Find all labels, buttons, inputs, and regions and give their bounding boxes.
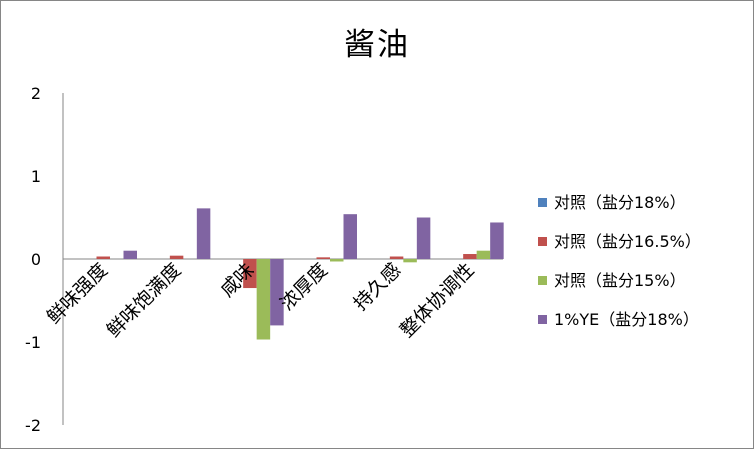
bar — [316, 257, 330, 259]
bar — [196, 208, 211, 259]
legend-swatch — [538, 198, 547, 207]
bar — [343, 214, 357, 259]
y-tick-label: 1 — [31, 167, 41, 186]
bar — [123, 250, 137, 259]
legend-label: 对照（盐分16.5%） — [554, 232, 701, 251]
legend-label: 1%YE（盐分18%） — [554, 310, 699, 329]
y-tick-label: -2 — [25, 416, 41, 435]
bar — [256, 259, 271, 340]
bar — [243, 259, 257, 289]
bar — [476, 250, 491, 259]
legend-label: 对照（盐分18%） — [554, 193, 686, 212]
bar — [389, 256, 404, 259]
bar — [403, 259, 417, 263]
bar — [490, 222, 504, 259]
bar — [416, 217, 431, 259]
legend: 对照（盐分18%） 对照（盐分16.5%） 对照（盐分15%） 1%YE（盐分18%） — [534, 193, 749, 349]
bar — [330, 259, 344, 262]
legend-item: 1%YE（盐分18%） — [534, 310, 749, 349]
y-tick-label: 0 — [31, 250, 41, 269]
legend-swatch — [538, 315, 547, 324]
bar — [463, 254, 477, 259]
y-tick-label: 2 — [31, 84, 41, 103]
legend-item: 对照（盐分16.5%） — [534, 232, 749, 271]
legend-swatch — [538, 237, 547, 246]
y-tick-label: -1 — [25, 333, 41, 352]
x-tick-label: 整体协调性 — [396, 259, 479, 342]
x-tick-label: 浓厚度 — [276, 259, 332, 315]
bar — [270, 259, 284, 326]
x-tick-label: 持久感 — [349, 259, 405, 315]
bar — [96, 256, 110, 259]
chart-title: 酱油 — [344, 27, 410, 63]
legend-label: 对照（盐分15%） — [554, 271, 686, 290]
bar — [169, 255, 184, 259]
x-tick-label: 鲜味饱满度 — [103, 259, 186, 342]
legend-item: 对照（盐分15%） — [534, 271, 749, 310]
legend-swatch — [538, 276, 547, 285]
x-tick-label: 鲜味强度 — [43, 259, 112, 328]
legend-item: 对照（盐分18%） — [534, 193, 749, 232]
